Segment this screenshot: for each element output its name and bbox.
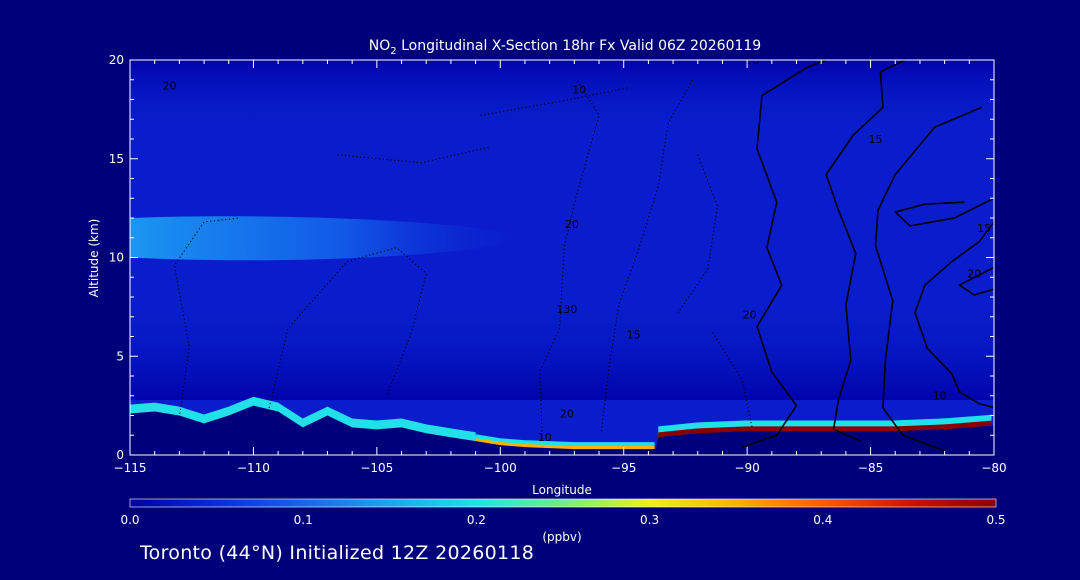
contour-line bbox=[914, 221, 994, 409]
x-tick-label: −90 bbox=[734, 461, 759, 475]
x-tick-label: −115 bbox=[114, 461, 147, 475]
colorbar-bar bbox=[129, 498, 997, 508]
footer-caption: Toronto (44°N) Initialized 12Z 20260118 bbox=[140, 542, 535, 564]
y-tick-label: 15 bbox=[109, 152, 124, 166]
title-rest: Longitudinal X-Section 18hr Fx Valid 06Z… bbox=[397, 38, 762, 54]
contour-line bbox=[741, 60, 827, 448]
contour-line bbox=[893, 197, 994, 227]
contour-line bbox=[957, 266, 994, 296]
x-tick-label: −110 bbox=[237, 461, 270, 475]
chart-title: NO2 Longitudinal X-Section 18hr Fx Valid… bbox=[369, 38, 761, 57]
upper-layer-region bbox=[130, 216, 525, 261]
contour-line bbox=[874, 106, 982, 452]
terrain-mask bbox=[130, 405, 994, 455]
colorbar-tick-label: 0.2 bbox=[467, 513, 486, 527]
contour-label: 20 bbox=[162, 80, 176, 93]
title-subscript: 2 bbox=[390, 46, 396, 57]
contour-line-dotted bbox=[677, 154, 719, 314]
y-tick-label: 0 bbox=[116, 448, 124, 462]
heatmap-area: 20 10 20 130 20 10 20 15 20 15 15 20 10 bbox=[130, 54, 994, 455]
contour-label: 20 bbox=[565, 218, 579, 231]
x-tick-label: −95 bbox=[611, 461, 636, 475]
contour-line-dotted bbox=[600, 79, 694, 432]
colorbar-tick-label: 0.1 bbox=[294, 513, 313, 527]
contour-line-dotted bbox=[712, 332, 753, 428]
contour-label: 15 bbox=[869, 133, 883, 146]
colorbar: 0.0 0.1 0.2 0.3 0.4 0.5 (ppbv) bbox=[120, 498, 1006, 544]
colorbar-tick-label: 0.5 bbox=[986, 513, 1005, 527]
contour-line bbox=[825, 60, 906, 442]
colorbar-tick-label: 0.0 bbox=[120, 513, 139, 527]
x-tick-label: −80 bbox=[981, 461, 1006, 475]
y-axis-label: Altitude (km) bbox=[87, 219, 101, 298]
contour-label: 20 bbox=[743, 309, 757, 322]
y-tick-label: 10 bbox=[109, 251, 124, 265]
colorbar-tick-label: 0.4 bbox=[813, 513, 832, 527]
contour-label: 20 bbox=[745, 54, 759, 67]
upper-atmosphere-band bbox=[130, 60, 994, 150]
x-tick-label: −85 bbox=[858, 461, 883, 475]
contour-label: 10 bbox=[572, 84, 586, 97]
y-tick-label: 5 bbox=[116, 349, 124, 363]
x-axis-label: Longitude bbox=[532, 483, 592, 497]
title-prefix: NO bbox=[369, 38, 391, 54]
contour-label: 20 bbox=[967, 267, 981, 280]
x-tick-label: −100 bbox=[484, 461, 517, 475]
contour-label: 10 bbox=[933, 390, 947, 403]
mid-atmosphere-band bbox=[130, 270, 994, 400]
contour-line-dotted bbox=[480, 87, 629, 116]
colorbar-tick-label: 0.3 bbox=[640, 513, 659, 527]
contour-label: 130 bbox=[556, 303, 577, 316]
x-tick-label: −105 bbox=[360, 461, 393, 475]
contour-line-dotted bbox=[539, 79, 600, 440]
contour-label: 20 bbox=[560, 407, 574, 420]
contour-label: 10 bbox=[538, 431, 552, 444]
contour-label: 15 bbox=[627, 328, 641, 341]
contour-label: 15 bbox=[977, 222, 991, 235]
contour-line-dotted bbox=[337, 146, 491, 164]
colorbar-unit: (ppbv) bbox=[542, 530, 581, 544]
y-tick-label: 20 bbox=[109, 53, 124, 67]
